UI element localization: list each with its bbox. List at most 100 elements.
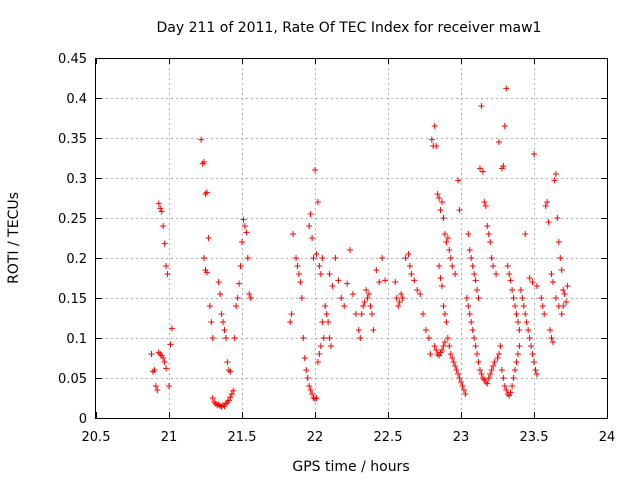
data-point [287, 319, 294, 325]
data-point [314, 199, 321, 205]
data-point [560, 303, 567, 309]
data-point [309, 235, 316, 241]
data-point [468, 255, 475, 261]
data-point [444, 235, 451, 241]
chart-title: Day 211 of 2011, Rate Of TEC Index for r… [157, 20, 542, 36]
data-point [506, 392, 513, 399]
data-point [228, 391, 235, 397]
data-point [230, 387, 237, 394]
data-point [500, 375, 507, 381]
data-point [523, 319, 530, 325]
data-point [405, 251, 412, 257]
data-point [471, 271, 478, 277]
data-point [206, 303, 213, 309]
data-point [307, 387, 314, 393]
data-point [466, 311, 473, 317]
data-point [326, 271, 333, 277]
data-point [465, 231, 472, 237]
data-point [236, 280, 243, 287]
data-point [513, 359, 520, 365]
data-point [500, 163, 507, 169]
data-point [158, 208, 165, 215]
y-tick-label: 0.15 [58, 292, 87, 307]
data-point [439, 199, 446, 205]
x-tick-label: 24 [599, 430, 616, 445]
data-point [526, 275, 533, 281]
data-point [472, 277, 479, 284]
data-point [301, 355, 308, 361]
data-point [513, 311, 520, 317]
data-point [317, 343, 324, 349]
x-tick-label: 23 [453, 430, 470, 445]
data-point [494, 355, 501, 361]
data-point [549, 279, 556, 285]
data-point [431, 123, 438, 129]
data-point [522, 311, 529, 317]
data-point [469, 263, 476, 269]
data-point [487, 239, 494, 245]
data-point [300, 335, 307, 341]
data-point [355, 327, 362, 333]
data-point [507, 277, 514, 284]
data-point [544, 199, 551, 205]
data-point [548, 335, 555, 341]
data-point [485, 375, 492, 381]
data-point [411, 277, 418, 284]
data-point [234, 295, 241, 301]
data-point [295, 271, 302, 277]
data-point [160, 355, 167, 361]
data-point [490, 363, 497, 369]
data-point [241, 223, 248, 229]
data-point [512, 303, 519, 309]
data-point [231, 335, 238, 341]
data-point [514, 351, 521, 357]
data-point [161, 240, 168, 247]
data-point [471, 335, 478, 341]
data-point [510, 295, 517, 301]
data-point [313, 251, 320, 257]
data-point [449, 355, 456, 361]
data-point [366, 291, 373, 297]
data-point [367, 303, 374, 309]
data-point [437, 207, 444, 213]
data-point [306, 223, 313, 229]
data-point [479, 168, 486, 175]
data-point [558, 311, 565, 317]
data-point [545, 219, 552, 225]
data-point [395, 303, 402, 309]
data-point [474, 287, 481, 293]
data-point [449, 263, 456, 269]
data-point [440, 343, 447, 349]
axis-ticks [96, 58, 608, 419]
data-point [495, 351, 502, 357]
data-point [516, 327, 523, 333]
x-axis-title: GPS time / hours [292, 459, 409, 475]
data-point [209, 335, 216, 341]
data-point [160, 223, 167, 229]
data-point [506, 271, 513, 277]
data-point [288, 311, 295, 317]
data-point [152, 383, 159, 389]
data-point [154, 387, 161, 393]
data-point [501, 123, 508, 129]
data-point [363, 287, 370, 293]
data-point [561, 291, 568, 297]
data-point [462, 391, 469, 397]
data-point [203, 269, 210, 276]
data-point [425, 335, 432, 341]
data-point [469, 327, 476, 333]
y-tick-label: 0.2 [66, 252, 87, 267]
data-point [446, 343, 453, 349]
data-point [203, 189, 210, 196]
data-point [338, 295, 345, 301]
data-point [484, 380, 491, 387]
data-point [227, 368, 234, 375]
data-point [406, 263, 413, 269]
data-point [458, 379, 464, 385]
data-point [466, 247, 473, 253]
data-point [220, 319, 227, 325]
data-point [455, 371, 462, 377]
data-point [201, 159, 208, 165]
data-point [434, 191, 441, 197]
